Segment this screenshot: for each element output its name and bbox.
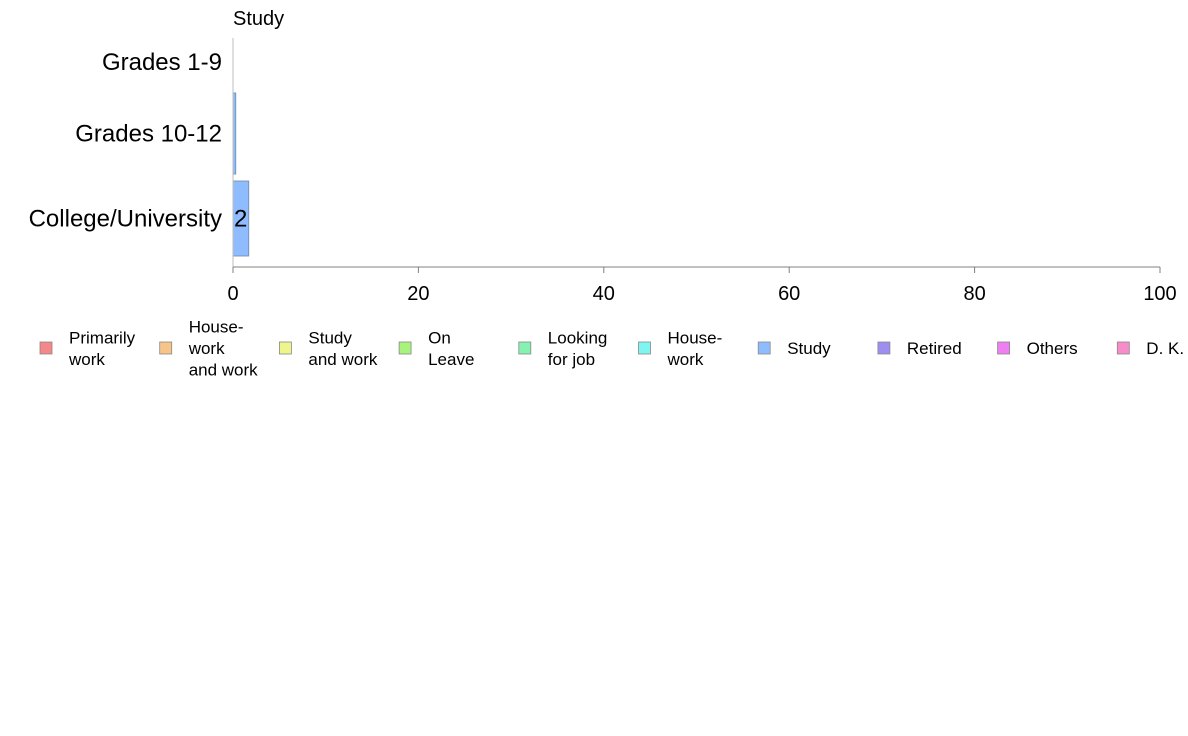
- legend-swatch: [997, 341, 1010, 355]
- legend-swatch: [757, 341, 771, 355]
- category-label-college-university: College/University: [29, 206, 222, 233]
- x-tick-label-40: 40: [593, 283, 615, 305]
- legend-item-on-leave: On Leave: [398, 328, 474, 369]
- legend-label: Others: [1027, 339, 1078, 358]
- legend-label: House-work: [667, 328, 723, 369]
- x-axis: 0 20 40 60 80 100: [227, 266, 1177, 305]
- legend-swatch: [278, 341, 292, 355]
- category-labels: Grades 1-9 Grades 10-12 College/University: [29, 49, 222, 233]
- x-tick-label-80: 80: [963, 283, 985, 305]
- legend-item-study: Study: [757, 339, 831, 358]
- legend-swatch: [159, 341, 173, 355]
- legend-label: Study: [787, 339, 831, 358]
- legend-swatch: [877, 341, 891, 355]
- legend-label: Study and work: [308, 328, 377, 369]
- legend-item-house-work: House-work: [638, 328, 723, 369]
- x-tick-label-100: 100: [1143, 283, 1176, 305]
- legend-label: House-work and work: [188, 318, 258, 380]
- legend-swatch: [638, 341, 651, 355]
- legend-label: On Leave: [428, 328, 474, 369]
- legend-item-d-k: D. K.: [1116, 339, 1184, 358]
- legend: Primarily work House-work and work Study and …: [39, 318, 1184, 380]
- data-label-college-university: 2: [234, 206, 247, 233]
- x-tick-label-60: 60: [778, 283, 800, 305]
- category-label-grades-1-9: Grades 1-9: [102, 49, 222, 76]
- legend-item-others: Others: [997, 339, 1078, 358]
- bars-group: 2: [232, 38, 250, 267]
- legend-label: Primarily work: [68, 328, 136, 369]
- legend-item-house-work-and-work: House-work and work: [159, 318, 258, 380]
- x-tick-label-0: 0: [227, 283, 238, 305]
- legend-label: D. K.: [1146, 339, 1184, 358]
- legend-swatch: [518, 341, 532, 355]
- legend-item-retired: Retired: [877, 339, 962, 358]
- legend-item-looking-for-job: Looking for job: [518, 328, 608, 369]
- legend-label: Retired: [907, 339, 962, 358]
- legend-label: Looking for job: [548, 328, 608, 369]
- legend-swatch: [1116, 341, 1130, 355]
- legend-item-study-and-work: Study and work: [278, 328, 378, 369]
- legend-item-primarily-work: Primarily work: [39, 328, 136, 369]
- x-tick-label-20: 20: [407, 283, 429, 305]
- legend-swatch: [398, 341, 412, 355]
- chart-title: Study: [233, 8, 284, 30]
- category-label-grades-10-12: Grades 10-12: [75, 121, 222, 148]
- legend-swatch: [39, 341, 53, 355]
